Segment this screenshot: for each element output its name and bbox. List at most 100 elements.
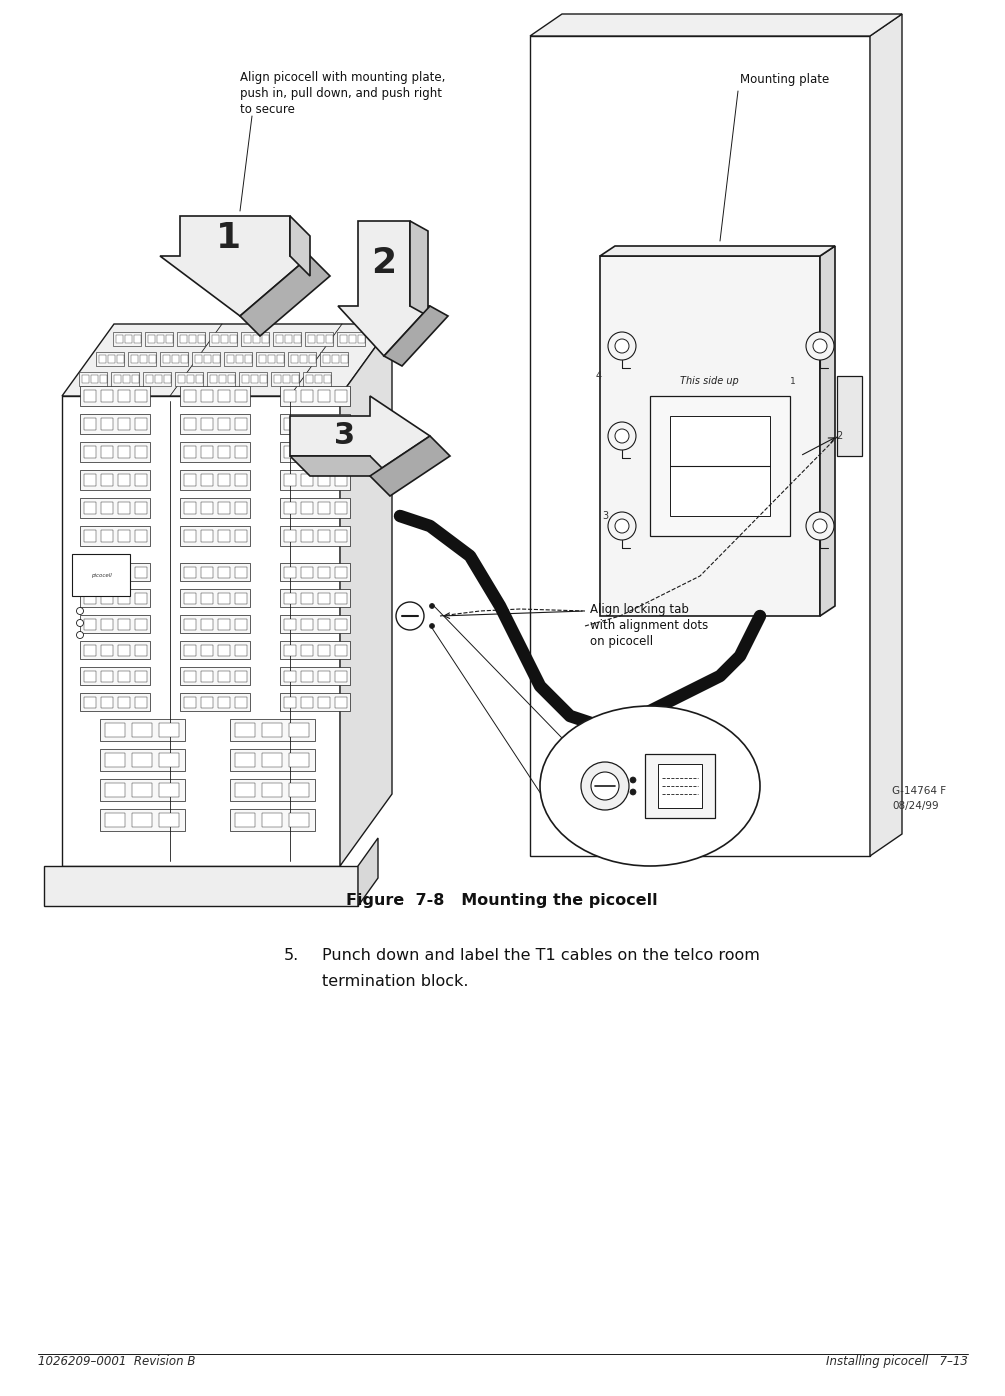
Polygon shape bbox=[81, 376, 88, 383]
Polygon shape bbox=[320, 352, 348, 366]
Polygon shape bbox=[315, 376, 322, 383]
Polygon shape bbox=[268, 355, 275, 363]
Polygon shape bbox=[327, 335, 334, 343]
FancyBboxPatch shape bbox=[318, 697, 330, 708]
Polygon shape bbox=[111, 371, 139, 387]
FancyBboxPatch shape bbox=[100, 445, 113, 458]
FancyBboxPatch shape bbox=[80, 616, 150, 632]
FancyBboxPatch shape bbox=[201, 645, 213, 656]
Circle shape bbox=[630, 789, 636, 794]
FancyBboxPatch shape bbox=[180, 470, 250, 490]
Circle shape bbox=[630, 778, 636, 783]
FancyBboxPatch shape bbox=[201, 530, 213, 542]
FancyBboxPatch shape bbox=[302, 645, 313, 656]
Circle shape bbox=[806, 512, 834, 540]
Polygon shape bbox=[341, 355, 348, 363]
Circle shape bbox=[608, 332, 636, 360]
Polygon shape bbox=[207, 371, 234, 387]
FancyBboxPatch shape bbox=[335, 697, 347, 708]
FancyBboxPatch shape bbox=[280, 563, 350, 581]
FancyBboxPatch shape bbox=[230, 719, 315, 741]
Polygon shape bbox=[245, 355, 252, 363]
FancyBboxPatch shape bbox=[235, 618, 247, 630]
FancyBboxPatch shape bbox=[201, 445, 213, 458]
Circle shape bbox=[429, 603, 434, 609]
Polygon shape bbox=[181, 355, 188, 363]
Polygon shape bbox=[178, 376, 185, 383]
FancyBboxPatch shape bbox=[218, 567, 230, 578]
FancyBboxPatch shape bbox=[118, 475, 130, 486]
FancyBboxPatch shape bbox=[218, 503, 230, 514]
Polygon shape bbox=[309, 355, 316, 363]
FancyBboxPatch shape bbox=[184, 503, 196, 514]
FancyBboxPatch shape bbox=[318, 475, 330, 486]
FancyBboxPatch shape bbox=[284, 567, 296, 578]
FancyBboxPatch shape bbox=[302, 503, 313, 514]
Polygon shape bbox=[273, 376, 280, 383]
Text: 2: 2 bbox=[372, 246, 397, 281]
FancyBboxPatch shape bbox=[80, 415, 150, 434]
FancyBboxPatch shape bbox=[100, 645, 113, 656]
Polygon shape bbox=[160, 216, 310, 315]
FancyBboxPatch shape bbox=[180, 563, 250, 581]
Polygon shape bbox=[290, 456, 390, 476]
FancyBboxPatch shape bbox=[84, 593, 96, 604]
FancyBboxPatch shape bbox=[302, 671, 313, 683]
Circle shape bbox=[581, 762, 629, 810]
Circle shape bbox=[429, 624, 434, 628]
FancyBboxPatch shape bbox=[318, 645, 330, 656]
Polygon shape bbox=[123, 376, 130, 383]
FancyBboxPatch shape bbox=[262, 783, 282, 797]
Polygon shape bbox=[204, 355, 211, 363]
FancyBboxPatch shape bbox=[201, 417, 213, 430]
Text: 1: 1 bbox=[790, 377, 796, 387]
Text: with alignment dots: with alignment dots bbox=[590, 618, 709, 632]
FancyBboxPatch shape bbox=[335, 530, 347, 542]
Polygon shape bbox=[241, 376, 248, 383]
Text: This side up: This side up bbox=[680, 376, 739, 387]
FancyBboxPatch shape bbox=[180, 498, 250, 518]
Circle shape bbox=[615, 429, 629, 443]
FancyBboxPatch shape bbox=[335, 445, 347, 458]
Polygon shape bbox=[189, 335, 196, 343]
FancyBboxPatch shape bbox=[280, 387, 350, 406]
Text: push in, pull down, and push right: push in, pull down, and push right bbox=[240, 87, 442, 101]
FancyBboxPatch shape bbox=[72, 554, 130, 596]
FancyBboxPatch shape bbox=[284, 530, 296, 542]
Polygon shape bbox=[131, 355, 138, 363]
FancyBboxPatch shape bbox=[80, 563, 150, 581]
Polygon shape bbox=[180, 335, 187, 343]
FancyBboxPatch shape bbox=[135, 618, 147, 630]
Polygon shape bbox=[155, 376, 162, 383]
Text: G-14764 F: G-14764 F bbox=[892, 786, 946, 796]
FancyBboxPatch shape bbox=[84, 389, 96, 402]
FancyBboxPatch shape bbox=[218, 618, 230, 630]
Polygon shape bbox=[259, 376, 266, 383]
FancyBboxPatch shape bbox=[118, 445, 130, 458]
FancyBboxPatch shape bbox=[80, 387, 150, 406]
FancyBboxPatch shape bbox=[235, 417, 247, 430]
FancyBboxPatch shape bbox=[235, 445, 247, 458]
Polygon shape bbox=[262, 335, 269, 343]
FancyBboxPatch shape bbox=[80, 443, 150, 462]
FancyBboxPatch shape bbox=[318, 503, 330, 514]
Polygon shape bbox=[253, 335, 260, 343]
FancyBboxPatch shape bbox=[284, 475, 296, 486]
Polygon shape bbox=[530, 14, 902, 36]
FancyBboxPatch shape bbox=[230, 779, 315, 801]
FancyBboxPatch shape bbox=[280, 526, 350, 546]
Polygon shape bbox=[294, 335, 302, 343]
Polygon shape bbox=[285, 335, 292, 343]
FancyBboxPatch shape bbox=[135, 567, 147, 578]
FancyBboxPatch shape bbox=[80, 667, 150, 685]
Circle shape bbox=[615, 339, 629, 353]
Text: Align locking tab: Align locking tab bbox=[590, 603, 688, 616]
Ellipse shape bbox=[540, 706, 760, 866]
Polygon shape bbox=[175, 371, 203, 387]
Polygon shape bbox=[192, 352, 220, 366]
FancyBboxPatch shape bbox=[218, 475, 230, 486]
FancyBboxPatch shape bbox=[184, 618, 196, 630]
FancyBboxPatch shape bbox=[135, 503, 147, 514]
Polygon shape bbox=[227, 355, 234, 363]
FancyBboxPatch shape bbox=[658, 764, 702, 808]
